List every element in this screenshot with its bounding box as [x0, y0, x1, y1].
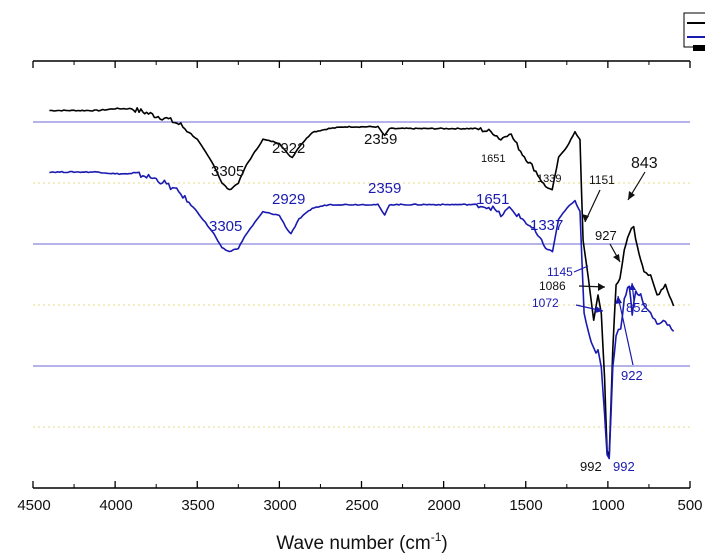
annotation-arrows	[573, 171, 646, 366]
x-axis-label-suffix: )	[441, 533, 447, 554]
tick-label-1000: 1000	[591, 497, 624, 514]
label-blue-1337: 1337	[530, 217, 563, 234]
x-axis-label-sup: -1	[431, 530, 442, 544]
label-blue-3305: 3305	[209, 218, 242, 235]
label-blue-922: 922	[621, 368, 643, 383]
label-black-992: 992	[580, 459, 602, 474]
series-line-blue	[49, 170, 675, 460]
legend-box	[683, 12, 705, 48]
label-black-1086: 1086	[539, 279, 566, 293]
arrowhead-922	[615, 296, 622, 304]
legend	[683, 12, 705, 51]
arrowhead-927	[613, 254, 620, 262]
tick-label-1500: 1500	[509, 497, 542, 514]
arrowhead-1151	[582, 214, 589, 222]
series-group	[49, 107, 675, 460]
tick-label-500: 500	[677, 497, 702, 514]
label-blue-2359: 2359	[368, 180, 401, 197]
label-blue-1145: 1145	[547, 265, 573, 279]
label-blue-852: 852	[626, 300, 648, 315]
label-black-927: 927	[595, 228, 617, 243]
arrowhead-852	[629, 283, 636, 290]
tick-label-3500: 3500	[181, 497, 214, 514]
series-line-black	[49, 107, 675, 458]
arrowhead-843	[628, 191, 635, 200]
tick-label-4500: 4500	[17, 497, 50, 514]
label-black-1339: 1339	[537, 173, 561, 185]
tick-label-2000: 2000	[427, 497, 460, 514]
label-black-843: 843	[631, 155, 658, 172]
label-black-1651: 1651	[481, 153, 505, 165]
label-black-2922: 2922	[272, 140, 305, 157]
arrow-922	[617, 295, 634, 366]
label-black-1151: 1151	[589, 173, 615, 187]
label-blue-992: 992	[613, 459, 635, 474]
label-blue-2929: 2929	[272, 191, 305, 208]
label-black-2359: 2359	[364, 131, 397, 148]
arrowhead-1086	[598, 283, 605, 291]
tick-label-4000: 4000	[99, 497, 132, 514]
ticks-group	[32, 61, 691, 488]
legend-marker	[693, 45, 705, 51]
label-black-3305: 3305	[211, 163, 244, 180]
tick-label-2500: 2500	[345, 497, 378, 514]
x-axis-label-main: Wave number (cm	[276, 533, 431, 554]
tick-label-3000: 3000	[263, 497, 296, 514]
arrow-1145	[573, 265, 589, 273]
arrowhead-1072	[595, 306, 603, 313]
x-axis-label: Wave number (cm-1)	[276, 530, 448, 554]
label-blue-1072: 1072	[532, 296, 559, 310]
label-blue-1651: 1651	[476, 191, 509, 208]
